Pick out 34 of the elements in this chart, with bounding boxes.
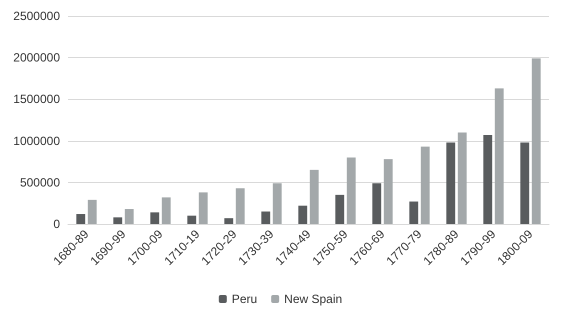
y-tick-label: 2000000 (13, 50, 60, 65)
legend-label: New Spain (284, 292, 342, 306)
bar (458, 132, 467, 224)
bar (236, 188, 245, 224)
bar (272, 183, 282, 224)
bar (198, 192, 208, 224)
bar (76, 214, 86, 224)
bar (162, 197, 171, 224)
bar (483, 134, 492, 224)
bar (335, 194, 344, 224)
y-tick-label: 0 (53, 217, 60, 231)
y-tick-label: 500000 (20, 175, 60, 190)
bar (124, 209, 134, 224)
bar (532, 58, 541, 224)
bar (187, 216, 196, 224)
bar (384, 159, 393, 224)
bar (346, 157, 356, 224)
bar (446, 142, 456, 224)
bar (372, 183, 382, 224)
bar (420, 146, 430, 224)
bar (88, 200, 97, 224)
bar (310, 170, 319, 224)
bar (409, 202, 418, 224)
bar (224, 218, 234, 224)
bar (520, 142, 530, 224)
bar (113, 217, 122, 224)
y-tick-label: 1000000 (13, 134, 60, 148)
y-tick-label: 2500000 (13, 9, 60, 23)
legend-label: Peru (232, 292, 258, 306)
y-tick-label: 1500000 (13, 92, 60, 106)
bar (150, 212, 160, 224)
bar (298, 206, 308, 224)
bar (494, 88, 504, 224)
bar (261, 212, 270, 224)
